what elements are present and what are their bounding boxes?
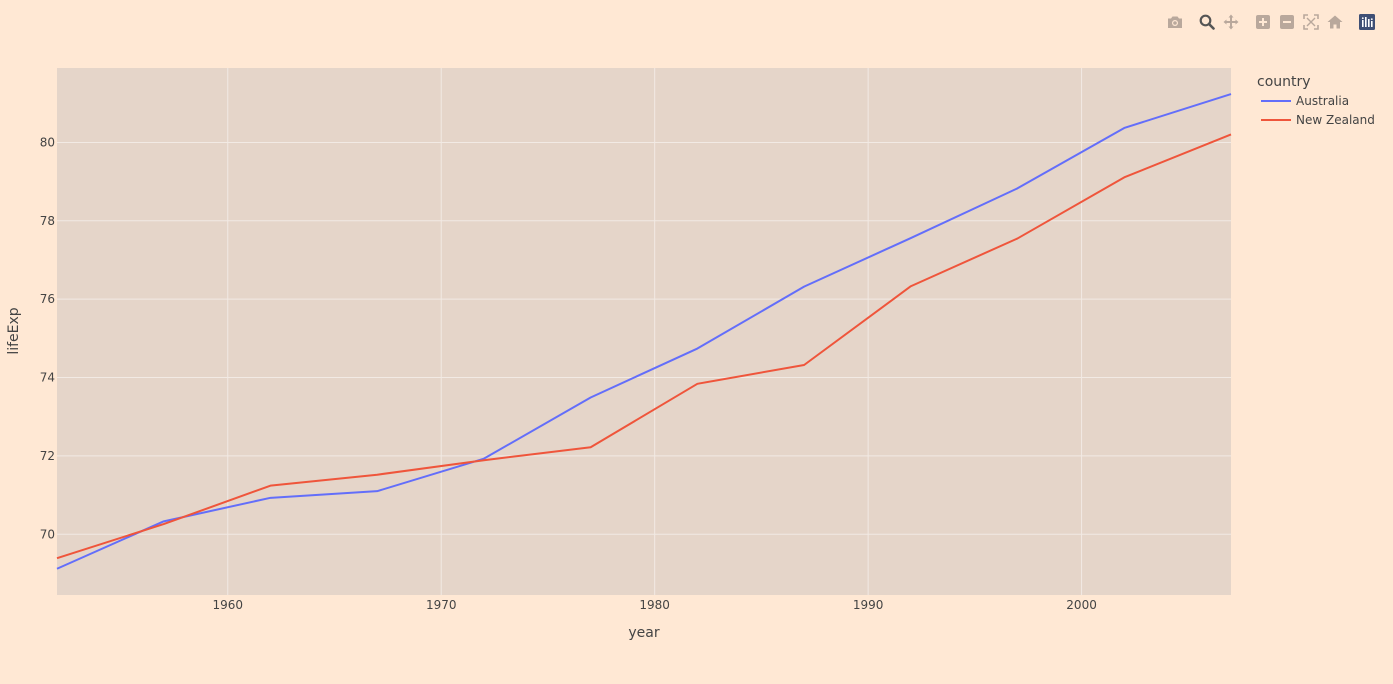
modebar-group-logo bbox=[1355, 12, 1379, 32]
y-tick-label: 80 bbox=[40, 135, 55, 149]
x-axis-title: year bbox=[628, 625, 659, 641]
legend: country Australia New Zealand bbox=[1257, 74, 1375, 127]
x-tick-label: 1970 bbox=[426, 598, 457, 612]
legend-label: New Zealand bbox=[1296, 113, 1375, 127]
y-tick-label: 78 bbox=[40, 214, 55, 228]
y-tick-label: 76 bbox=[40, 292, 55, 306]
x-tick-label: 2000 bbox=[1066, 598, 1097, 612]
y-axis-title: lifeExp bbox=[6, 307, 22, 354]
x-tick-label: 1990 bbox=[853, 598, 884, 612]
y-tick-labels: 70 72 74 76 78 80 bbox=[40, 135, 55, 541]
zoom-icon[interactable] bbox=[1195, 12, 1219, 32]
modebar-group-download bbox=[1163, 12, 1187, 32]
y-tick-label: 72 bbox=[40, 449, 55, 463]
y-tick-label: 74 bbox=[40, 371, 55, 385]
modebar bbox=[1155, 12, 1379, 32]
series-line-new-zealand[interactable] bbox=[56, 133, 1232, 560]
y-gridlines bbox=[57, 141, 1231, 535]
zoom-in-icon[interactable] bbox=[1251, 12, 1275, 32]
autoscale-icon[interactable] bbox=[1299, 12, 1323, 32]
x-tick-label: 1980 bbox=[639, 598, 670, 612]
camera-icon[interactable] bbox=[1163, 12, 1187, 32]
series-lines bbox=[56, 93, 1232, 570]
home-icon[interactable] bbox=[1323, 12, 1347, 32]
y-tick-label: 70 bbox=[40, 527, 55, 541]
modebar-group-drag bbox=[1195, 12, 1243, 32]
plotly-logo-icon[interactable] bbox=[1355, 12, 1379, 32]
modebar-group-zoom bbox=[1251, 12, 1347, 32]
zoom-out-icon[interactable] bbox=[1275, 12, 1299, 32]
series-line-australia[interactable] bbox=[56, 93, 1232, 570]
legend-title: country bbox=[1257, 74, 1311, 90]
legend-item[interactable]: New Zealand bbox=[1261, 113, 1375, 127]
plot-area[interactable] bbox=[57, 68, 1231, 595]
legend-label: Australia bbox=[1296, 94, 1349, 108]
x-tick-label: 1960 bbox=[212, 598, 243, 612]
x-tick-labels: 1960 1970 1980 1990 2000 bbox=[212, 598, 1096, 612]
legend-item[interactable]: Australia bbox=[1261, 94, 1349, 108]
pan-icon[interactable] bbox=[1219, 12, 1243, 32]
